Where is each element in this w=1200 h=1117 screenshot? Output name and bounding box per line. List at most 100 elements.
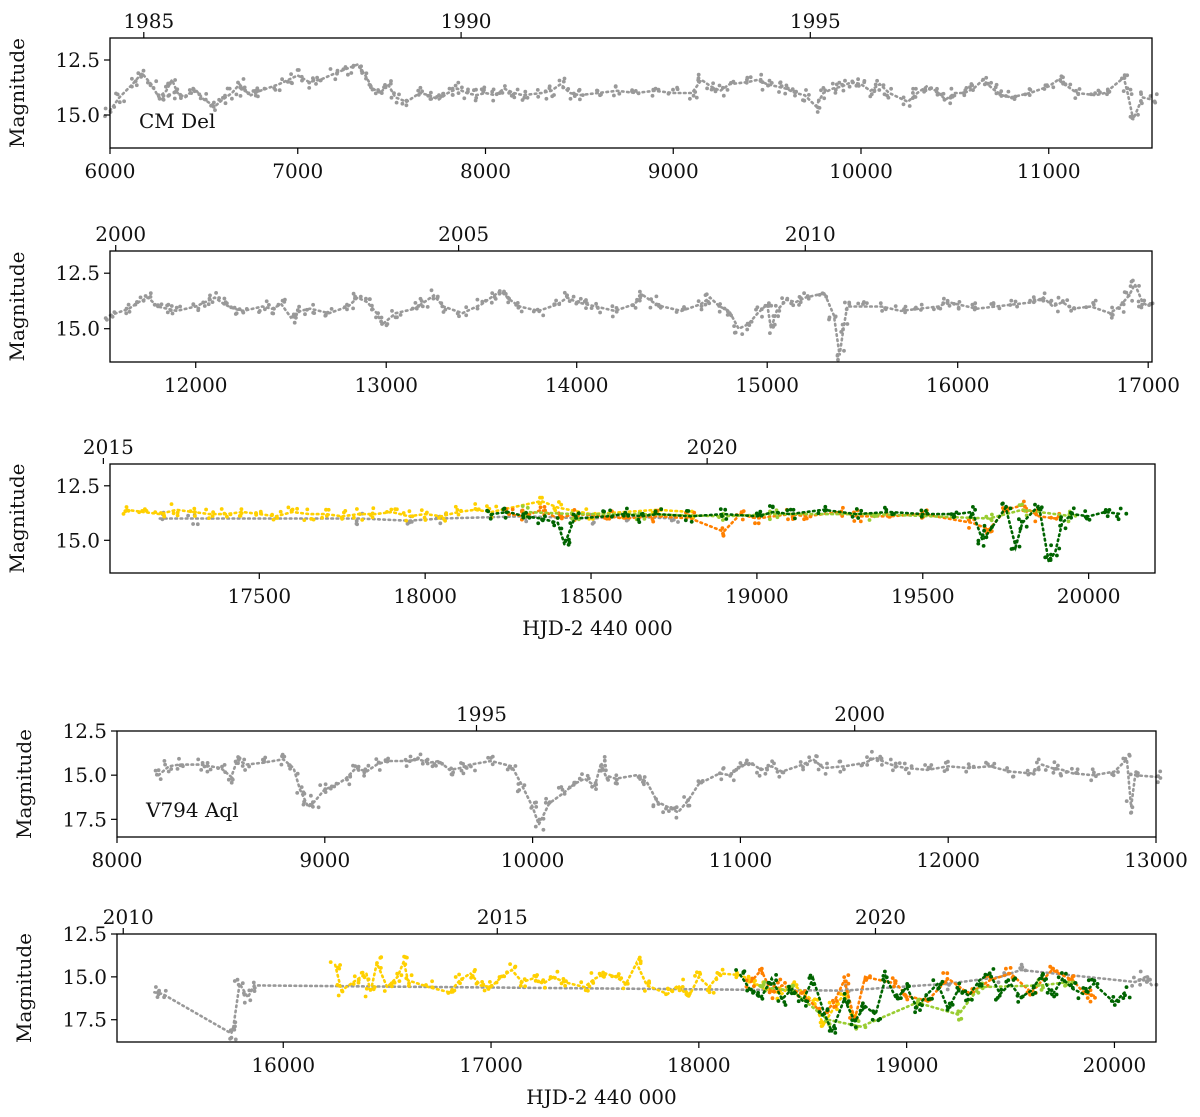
data-point (924, 993, 934, 1002)
data-point (1121, 752, 1132, 761)
data-point (1122, 290, 1134, 303)
data-point (328, 960, 342, 971)
data-point (441, 86, 455, 97)
series-line (153, 968, 1154, 1036)
data-point (485, 508, 494, 521)
data-point (208, 291, 222, 304)
data-point (137, 507, 149, 515)
data-point (754, 305, 764, 319)
data-point (276, 297, 287, 307)
data-point (1048, 964, 1059, 973)
data-point (416, 85, 424, 97)
data-point (225, 86, 239, 101)
y-tick-label: 12.5 (62, 922, 107, 946)
data-point (713, 83, 726, 98)
data-point (1023, 87, 1033, 97)
data-point (237, 507, 244, 518)
data-point (718, 766, 726, 782)
data-point (351, 291, 363, 301)
data-point (873, 78, 886, 92)
data-point (165, 302, 173, 315)
data-point (725, 309, 733, 318)
data-point (932, 301, 946, 312)
data-point (254, 509, 263, 517)
data-point (1063, 980, 1075, 988)
data-point (383, 79, 393, 90)
data-point (446, 988, 457, 995)
data-point (696, 779, 705, 785)
series-1 (121, 495, 695, 523)
x-tick-label: 13000 (1124, 848, 1188, 872)
series-line (125, 499, 692, 518)
data-point (1056, 763, 1069, 778)
data-point (463, 764, 477, 773)
data-point (900, 982, 911, 993)
data-point (1018, 962, 1028, 973)
data-point (666, 85, 680, 96)
data-point (675, 977, 685, 993)
top-tick-label: 1985 (123, 9, 174, 33)
data-point (1128, 770, 1140, 778)
top-tick-label: 1995 (790, 9, 841, 33)
data-point (842, 973, 851, 986)
data-point (672, 805, 679, 820)
data-point (589, 301, 602, 315)
data-point (1004, 966, 1015, 980)
data-point (551, 516, 564, 531)
data-point (728, 769, 736, 783)
data-point (651, 797, 661, 809)
data-point (383, 756, 390, 764)
data-point (831, 998, 839, 1009)
data-point (837, 759, 846, 774)
data-point (474, 980, 487, 993)
data-point (827, 1000, 840, 1012)
data-point (291, 312, 298, 325)
data-point (559, 977, 568, 988)
data-point (688, 90, 699, 101)
top-tick-label: 1990 (441, 9, 492, 33)
data-point (776, 996, 788, 1007)
data-point (246, 88, 258, 98)
data-point (948, 86, 957, 100)
plot-frame (116, 730, 1157, 838)
data-point (650, 86, 661, 98)
x-tick-label: 20000 (1057, 584, 1121, 608)
x-tick-label: 11000 (709, 848, 773, 872)
data-point (1128, 278, 1141, 288)
star-name-label: V794 Aql (145, 798, 239, 822)
data-point (983, 967, 996, 979)
data-point (961, 86, 969, 98)
data-point (363, 985, 377, 999)
data-point (879, 756, 893, 767)
data-point (1136, 299, 1144, 310)
data-point (901, 95, 915, 108)
data-point (1000, 501, 1013, 511)
data-point (1073, 87, 1082, 100)
x-tick-label: 19000 (725, 584, 789, 608)
data-point (1006, 89, 1018, 101)
data-point (368, 506, 376, 520)
data-point (835, 348, 846, 362)
data-point (520, 89, 530, 102)
data-point (577, 87, 585, 102)
data-point (521, 511, 532, 520)
data-point (725, 79, 736, 92)
data-point (703, 292, 712, 306)
panel-cm-del-1: 6000 7000 8000 9000 10000 11000 12.5 15.0 1985 19… (5, 9, 1159, 183)
data-point (827, 1024, 838, 1035)
data-point (103, 310, 117, 322)
data-point (621, 506, 631, 518)
data-point (893, 304, 908, 315)
data-point (1048, 298, 1060, 314)
data-point (1015, 993, 1025, 1004)
data-point (843, 300, 852, 312)
data-point (1056, 295, 1070, 304)
data-point (536, 978, 547, 990)
data-point (419, 508, 429, 522)
data-point (136, 68, 146, 79)
data-point (771, 303, 782, 319)
data-point (913, 1003, 924, 1015)
data-point (830, 81, 839, 95)
data-point (351, 974, 361, 986)
data-point (335, 983, 345, 998)
